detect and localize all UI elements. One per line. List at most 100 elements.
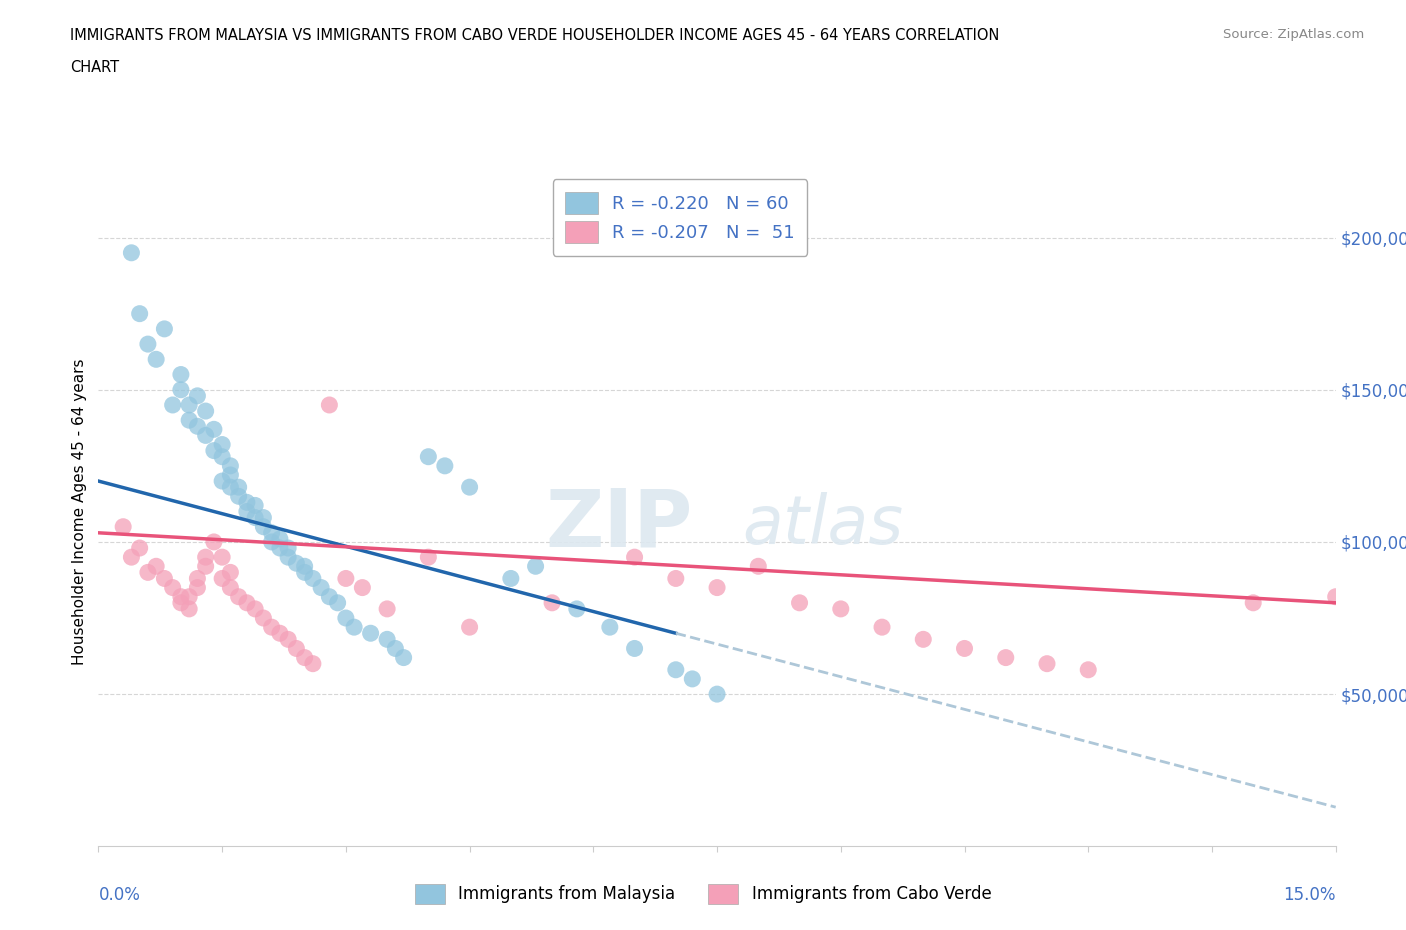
Point	[228, 489, 250, 504]
Text: IMMIGRANTS FROM MALAYSIA VS IMMIGRANTS FROM CABO VERDE HOUSEHOLDER INCOME AGES 4: IMMIGRANTS FROM MALAYSIA VS IMMIGRANTS F…	[70, 28, 1000, 43]
Point	[302, 571, 325, 586]
Point	[202, 444, 225, 458]
Legend: Immigrants from Malaysia, Immigrants from Cabo Verde: Immigrants from Malaysia, Immigrants fro…	[406, 875, 1000, 912]
Point	[170, 382, 193, 397]
Point	[219, 565, 242, 579]
Point	[153, 322, 176, 337]
Point	[335, 611, 357, 626]
Point	[162, 397, 184, 412]
Point	[186, 571, 208, 586]
Point	[252, 611, 274, 626]
Point	[179, 397, 201, 412]
Point	[179, 413, 201, 428]
Point	[194, 404, 217, 418]
Point	[912, 631, 935, 646]
Point	[706, 686, 728, 701]
Point	[243, 498, 266, 512]
Point	[211, 437, 233, 452]
Point	[260, 535, 283, 550]
Point	[665, 571, 688, 586]
Point	[747, 559, 769, 574]
Point	[541, 595, 564, 610]
Point	[186, 389, 208, 404]
Point	[277, 631, 299, 646]
Point	[343, 619, 366, 634]
Point	[236, 595, 259, 610]
Point	[260, 619, 283, 634]
Point	[194, 559, 217, 574]
Point	[302, 657, 325, 671]
Point	[219, 468, 242, 483]
Point	[128, 306, 150, 321]
Point	[153, 571, 176, 586]
Point	[269, 540, 291, 555]
Point	[392, 650, 415, 665]
Point	[1324, 590, 1347, 604]
Point	[1036, 657, 1059, 671]
Point	[170, 590, 193, 604]
Point	[252, 511, 274, 525]
Y-axis label: Householder Income Ages 45 - 64 years: Householder Income Ages 45 - 64 years	[72, 358, 87, 665]
Point	[194, 428, 217, 443]
Point	[179, 590, 201, 604]
Point	[375, 631, 398, 646]
Point	[326, 595, 349, 610]
Point	[243, 602, 266, 617]
Point	[418, 550, 440, 565]
Point	[252, 519, 274, 534]
Point	[665, 662, 688, 677]
Point	[211, 550, 233, 565]
Point	[162, 580, 184, 595]
Point	[285, 641, 308, 656]
Point	[219, 480, 242, 495]
Point	[458, 619, 481, 634]
Text: 15.0%: 15.0%	[1284, 886, 1336, 905]
Point	[120, 550, 142, 565]
Point	[623, 641, 645, 656]
Point	[219, 458, 242, 473]
Point	[623, 550, 645, 565]
Point	[1241, 595, 1264, 610]
Point	[565, 602, 588, 617]
Point	[228, 480, 250, 495]
Point	[136, 337, 159, 352]
Point	[243, 511, 266, 525]
Point	[219, 580, 242, 595]
Point	[136, 565, 159, 579]
Point	[112, 519, 135, 534]
Point	[294, 559, 316, 574]
Point	[352, 580, 374, 595]
Point	[277, 540, 299, 555]
Point	[294, 565, 316, 579]
Point	[335, 571, 357, 586]
Text: atlas: atlas	[742, 492, 903, 558]
Point	[499, 571, 522, 586]
Text: 0.0%: 0.0%	[98, 886, 141, 905]
Point	[186, 418, 208, 433]
Point	[309, 580, 332, 595]
Point	[202, 422, 225, 437]
Point	[269, 626, 291, 641]
Point	[285, 556, 308, 571]
Point	[179, 602, 201, 617]
Text: ZIP: ZIP	[546, 485, 692, 564]
Point	[418, 449, 440, 464]
Text: CHART: CHART	[70, 60, 120, 75]
Point	[458, 480, 481, 495]
Point	[211, 473, 233, 488]
Point	[789, 595, 811, 610]
Point	[269, 531, 291, 546]
Point	[194, 550, 217, 565]
Point	[145, 352, 167, 366]
Point	[870, 619, 893, 634]
Point	[186, 580, 208, 595]
Point	[294, 650, 316, 665]
Point	[211, 571, 233, 586]
Point	[318, 590, 340, 604]
Point	[360, 626, 382, 641]
Point	[599, 619, 621, 634]
Point	[994, 650, 1017, 665]
Point	[277, 550, 299, 565]
Point	[260, 525, 283, 540]
Point	[228, 590, 250, 604]
